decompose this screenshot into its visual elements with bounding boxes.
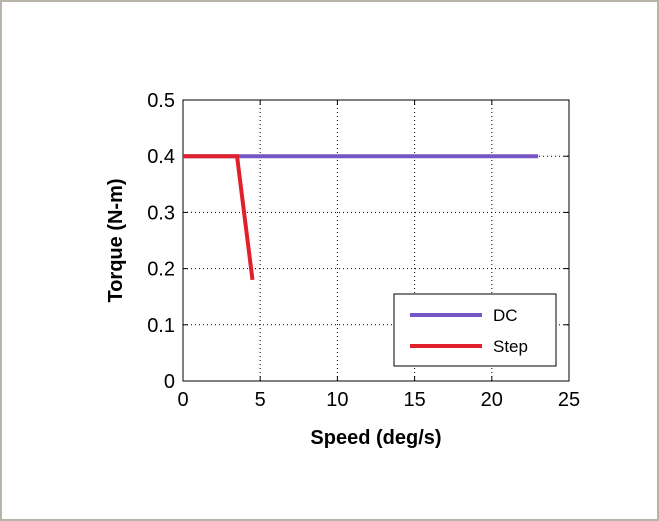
x-tick-label: 5 bbox=[255, 389, 266, 411]
series-line-step bbox=[183, 154, 255, 281]
y-tick-label: 0.4 bbox=[147, 146, 175, 168]
y-tick-label: 0.1 bbox=[147, 315, 175, 337]
y-axis-label: Torque (N-m) bbox=[105, 178, 127, 302]
y-tick-label: 0.2 bbox=[147, 259, 175, 281]
y-tick-label: 0.3 bbox=[147, 202, 175, 224]
x-tick-label: 15 bbox=[403, 389, 425, 411]
legend: DC Step bbox=[393, 293, 557, 367]
axis-ticks: 0 5 10 15 20 25 0 0.1 0.2 0.3 0.4 0.5 bbox=[147, 90, 580, 411]
y-tick-label: 0 bbox=[164, 371, 175, 393]
legend-label-step: Step bbox=[493, 337, 528, 356]
x-axis-label: Speed (deg/s) bbox=[310, 427, 441, 449]
x-tick-label: 0 bbox=[177, 389, 188, 411]
legend-label-dc: DC bbox=[493, 306, 518, 325]
plot-area bbox=[182, 99, 570, 382]
x-tick-label: 10 bbox=[326, 389, 348, 411]
y-tick-label: 0.5 bbox=[147, 90, 175, 112]
x-tick-label: 25 bbox=[558, 389, 580, 411]
x-tick-label: 20 bbox=[481, 389, 503, 411]
legend-box bbox=[393, 293, 557, 367]
series-lines bbox=[183, 154, 539, 281]
